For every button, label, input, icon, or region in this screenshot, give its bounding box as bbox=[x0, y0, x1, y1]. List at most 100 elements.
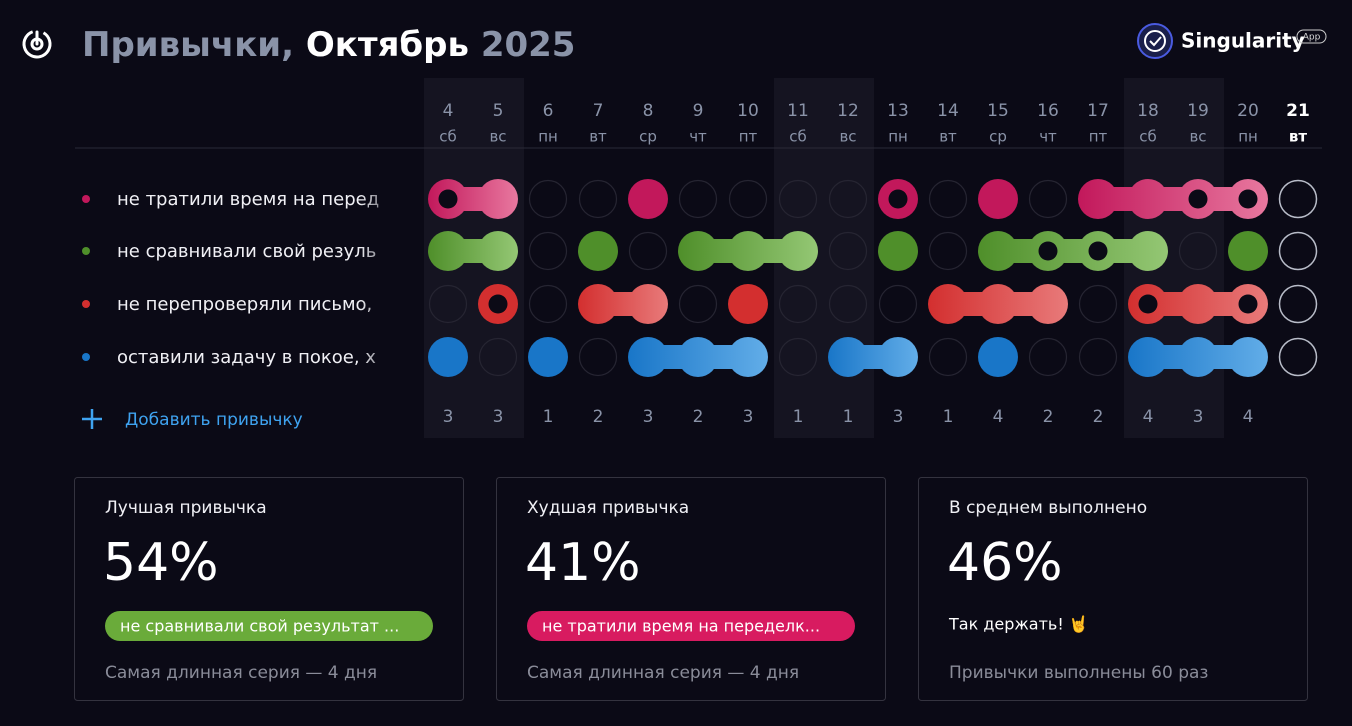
day-cell-empty[interactable] bbox=[478, 337, 518, 377]
day-cell-empty[interactable] bbox=[778, 179, 818, 219]
day-cell-done[interactable] bbox=[678, 337, 718, 377]
day-cell-empty[interactable] bbox=[828, 179, 868, 219]
day-cell-done[interactable] bbox=[978, 231, 1018, 271]
day-number: 21 bbox=[1286, 101, 1310, 121]
day-cell-done[interactable] bbox=[728, 231, 768, 271]
day-weekday: вт bbox=[939, 128, 957, 146]
day-cell-empty[interactable] bbox=[528, 231, 568, 271]
day-cell-done[interactable] bbox=[778, 231, 818, 271]
day-cell-hole bbox=[488, 294, 508, 314]
day-cell-empty[interactable] bbox=[628, 231, 668, 271]
day-cell-empty[interactable] bbox=[528, 179, 568, 219]
day-cell-done[interactable] bbox=[728, 284, 768, 324]
day-cell-done[interactable] bbox=[1078, 179, 1118, 219]
day-cell-done[interactable] bbox=[1128, 337, 1168, 377]
day-cell-done[interactable] bbox=[678, 231, 718, 271]
card-title: В среднем выполнено bbox=[949, 498, 1147, 518]
habit-name[interactable]: не перепроверяли письмо, bbox=[117, 294, 372, 315]
day-cell-done[interactable] bbox=[478, 231, 518, 271]
day-cell-empty[interactable] bbox=[678, 179, 718, 219]
habit-pill-label[interactable]: не сравнивали свой результат ... bbox=[120, 617, 399, 636]
app-icon[interactable] bbox=[19, 26, 55, 62]
card-footer: Привычки выполнены 60 раз bbox=[949, 663, 1208, 683]
day-cell-done[interactable] bbox=[1128, 179, 1168, 219]
day-weekday: ср bbox=[639, 128, 657, 146]
day-cell-empty[interactable] bbox=[578, 337, 618, 377]
day-cell-done[interactable] bbox=[1228, 337, 1268, 377]
day-cell-empty[interactable] bbox=[578, 179, 618, 219]
habit-name[interactable]: не сравнивали свой резуль bbox=[117, 241, 376, 262]
day-cell-done[interactable] bbox=[878, 337, 918, 377]
day-cell-hole bbox=[1238, 189, 1258, 209]
day-cell-empty[interactable] bbox=[928, 337, 968, 377]
day-cell-done[interactable] bbox=[1128, 231, 1168, 271]
day-cell-empty[interactable] bbox=[1278, 231, 1318, 271]
day-number: 19 bbox=[1187, 101, 1209, 121]
day-number: 13 bbox=[887, 101, 909, 121]
day-cell-empty[interactable] bbox=[828, 231, 868, 271]
day-cell-done[interactable] bbox=[628, 337, 668, 377]
day-cell-empty[interactable] bbox=[728, 179, 768, 219]
habit-color-dot bbox=[82, 300, 90, 308]
day-cell-done[interactable] bbox=[928, 284, 968, 324]
day-cell-empty[interactable] bbox=[1278, 284, 1318, 324]
day-cell-done[interactable] bbox=[1028, 284, 1068, 324]
day-total: 3 bbox=[893, 407, 904, 427]
day-cell-done[interactable] bbox=[428, 337, 468, 377]
day-cell-empty[interactable] bbox=[1278, 179, 1318, 219]
day-cell-empty[interactable] bbox=[428, 284, 468, 324]
day-cell-empty[interactable] bbox=[878, 284, 918, 324]
habit-pill-label[interactable]: не тратили время на переделк... bbox=[542, 617, 820, 636]
day-number: 17 bbox=[1087, 101, 1109, 121]
day-total: 1 bbox=[793, 407, 804, 427]
day-cell-done[interactable] bbox=[978, 179, 1018, 219]
day-cell-hole bbox=[1188, 189, 1208, 209]
card-value: 41% bbox=[525, 533, 641, 593]
day-cell-done[interactable] bbox=[1228, 231, 1268, 271]
day-cell-done[interactable] bbox=[628, 179, 668, 219]
day-cell-done[interactable] bbox=[578, 231, 618, 271]
day-number: 6 bbox=[543, 101, 554, 121]
card-title: Лучшая привычка bbox=[105, 498, 267, 518]
day-cell-empty[interactable] bbox=[778, 284, 818, 324]
day-cell-empty[interactable] bbox=[528, 284, 568, 324]
day-cell-done[interactable] bbox=[978, 337, 1018, 377]
day-total: 2 bbox=[593, 407, 604, 427]
day-cell-done[interactable] bbox=[1178, 284, 1218, 324]
day-cell-empty[interactable] bbox=[828, 284, 868, 324]
day-cell-done[interactable] bbox=[578, 284, 618, 324]
habit-name[interactable]: оставили задачу в покое, х bbox=[117, 347, 376, 368]
habit-name[interactable]: не тратили время на перед bbox=[117, 189, 379, 210]
brand[interactable]: Singularity App bbox=[1137, 23, 1327, 59]
day-cell-done[interactable] bbox=[628, 284, 668, 324]
stat-card: Худшая привычка 41% не тратили время на пе… bbox=[496, 477, 886, 701]
day-total: 1 bbox=[943, 407, 954, 427]
card-frame bbox=[496, 477, 886, 701]
day-cell-empty[interactable] bbox=[1078, 284, 1118, 324]
day-cell-empty[interactable] bbox=[778, 337, 818, 377]
day-cell-empty[interactable] bbox=[678, 284, 718, 324]
card-footer: Самая длинная серия — 4 дня bbox=[105, 663, 377, 683]
add-habit-label: Добавить привычку bbox=[125, 410, 303, 430]
day-cell-done[interactable] bbox=[528, 337, 568, 377]
add-habit[interactable]: Добавить привычку bbox=[82, 409, 303, 430]
day-cell-empty[interactable] bbox=[1278, 337, 1318, 377]
day-cell-empty[interactable] bbox=[928, 231, 968, 271]
day-cell-done[interactable] bbox=[878, 231, 918, 271]
day-cell-done[interactable] bbox=[828, 337, 868, 377]
day-cell-empty[interactable] bbox=[1078, 337, 1118, 377]
day-cell-empty[interactable] bbox=[1178, 231, 1218, 271]
day-cell-done[interactable] bbox=[978, 284, 1018, 324]
day-cell-done[interactable] bbox=[478, 179, 518, 219]
page-title: Привычки, Октябрь 2025 bbox=[82, 25, 575, 65]
day-cell-done[interactable] bbox=[1178, 337, 1218, 377]
day-weekday: сб bbox=[789, 128, 807, 146]
day-cell-hole bbox=[1088, 241, 1108, 261]
day-cell-empty[interactable] bbox=[1028, 179, 1068, 219]
day-cell-done[interactable] bbox=[728, 337, 768, 377]
day-cell-hole bbox=[1138, 294, 1158, 314]
day-number: 14 bbox=[937, 101, 959, 121]
day-cell-empty[interactable] bbox=[928, 179, 968, 219]
day-cell-done[interactable] bbox=[428, 231, 468, 271]
day-cell-empty[interactable] bbox=[1028, 337, 1068, 377]
